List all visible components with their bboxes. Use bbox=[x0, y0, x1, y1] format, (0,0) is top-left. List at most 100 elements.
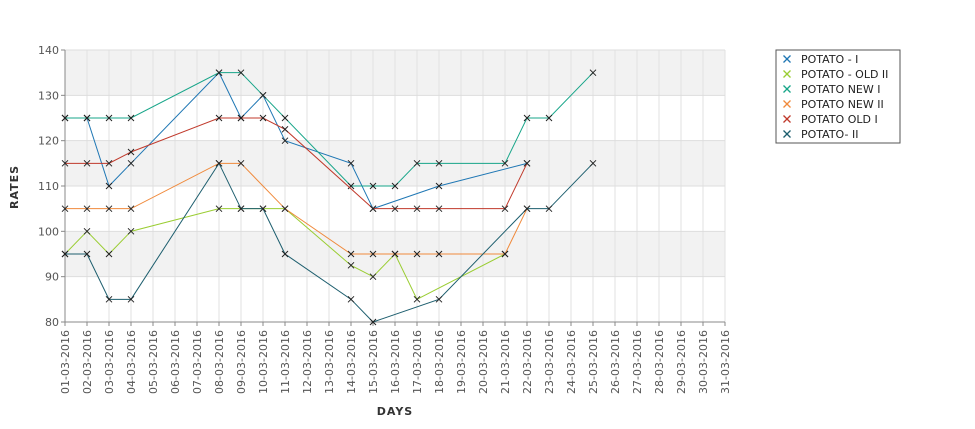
series-line bbox=[65, 162, 528, 255]
data-point-marker bbox=[83, 159, 91, 167]
data-point-marker bbox=[369, 318, 377, 326]
x-tick-label: 20-03-2016 bbox=[477, 330, 490, 394]
data-point-marker bbox=[105, 250, 113, 258]
marker-stroke bbox=[105, 114, 113, 122]
marker-stroke bbox=[413, 205, 421, 213]
x-tick-label: 04-03-2016 bbox=[125, 330, 138, 394]
x-tick-label: 22-03-2016 bbox=[521, 330, 534, 394]
marker-stroke bbox=[237, 159, 245, 167]
legend-label: POTATO NEW I bbox=[801, 83, 881, 96]
data-point-marker bbox=[413, 205, 421, 213]
legend-box bbox=[775, 49, 901, 144]
marker-stroke bbox=[369, 273, 377, 281]
legend-marker bbox=[783, 55, 791, 63]
marker-stroke bbox=[127, 159, 135, 167]
marker-stroke bbox=[391, 182, 399, 190]
x-tick-label: 12-03-2016 bbox=[301, 330, 314, 394]
marker-stroke bbox=[413, 250, 421, 258]
data-point-marker bbox=[347, 250, 355, 258]
marker-stroke bbox=[281, 125, 289, 133]
data-point-marker bbox=[127, 159, 135, 167]
x-tick-label: 07-03-2016 bbox=[191, 330, 204, 394]
legend-marker bbox=[783, 70, 791, 78]
data-point-marker bbox=[105, 295, 113, 303]
marker-stroke bbox=[105, 250, 113, 258]
y-tick-label: 80 bbox=[45, 316, 59, 329]
x-tick-label: 23-03-2016 bbox=[543, 330, 556, 394]
marker-stroke bbox=[435, 159, 443, 167]
legend-label: POTATO OLD I bbox=[801, 113, 878, 126]
marker-stroke bbox=[369, 318, 377, 326]
data-point-marker bbox=[237, 205, 245, 213]
x-tick-label: 15-03-2016 bbox=[367, 330, 380, 394]
x-tick-label: 08-03-2016 bbox=[213, 330, 226, 394]
y-tick-label: 110 bbox=[38, 180, 59, 193]
marker-stroke bbox=[545, 114, 553, 122]
marker-stroke bbox=[127, 114, 135, 122]
x-tick-label: 13-03-2016 bbox=[323, 330, 336, 394]
marker-stroke bbox=[237, 114, 245, 122]
marker-stroke bbox=[435, 295, 443, 303]
x-tick-label: 29-03-2016 bbox=[675, 330, 688, 394]
data-point-marker bbox=[413, 295, 421, 303]
marker-stroke bbox=[589, 159, 597, 167]
marker-stroke bbox=[391, 250, 399, 258]
marker-stroke bbox=[501, 159, 509, 167]
legend-marker bbox=[783, 130, 791, 138]
marker-stroke bbox=[369, 182, 377, 190]
x-tick-label: 02-03-2016 bbox=[81, 330, 94, 394]
marker-stroke bbox=[523, 205, 531, 213]
legend: POTATO - I POTATO - OLD II POTATO NEW I POT… bbox=[775, 49, 901, 144]
legend-label: POTATO - OLD II bbox=[801, 68, 888, 81]
data-point-marker bbox=[105, 182, 113, 190]
marker-stroke bbox=[545, 205, 553, 213]
data-point-marker bbox=[237, 159, 245, 167]
y-tick-label: 140 bbox=[38, 44, 59, 57]
marker-stroke bbox=[83, 250, 91, 258]
marker-stroke bbox=[347, 250, 355, 258]
legend-label: POTATO - I bbox=[801, 53, 858, 66]
data-point-marker bbox=[347, 182, 355, 190]
x-tick-label: 27-03-2016 bbox=[631, 330, 644, 394]
x-tick-label: 18-03-2016 bbox=[433, 330, 446, 394]
marker-stroke bbox=[83, 227, 91, 235]
marker-stroke bbox=[259, 114, 267, 122]
data-point-marker bbox=[259, 91, 267, 99]
marker-stroke bbox=[105, 205, 113, 213]
data-point-marker bbox=[83, 227, 91, 235]
x-tick-label: 11-03-2016 bbox=[279, 330, 292, 394]
data-point-marker bbox=[589, 69, 597, 77]
marker-stroke bbox=[413, 295, 421, 303]
marker-stroke bbox=[347, 295, 355, 303]
legend-item: POTATO OLD I bbox=[783, 113, 878, 126]
data-point-marker bbox=[259, 205, 267, 213]
data-point-marker bbox=[523, 114, 531, 122]
data-point-marker bbox=[369, 205, 377, 213]
x-tick-label: 14-03-2016 bbox=[345, 330, 358, 394]
marker-stroke bbox=[281, 250, 289, 258]
y-tick-label: 130 bbox=[38, 89, 59, 102]
data-point-marker bbox=[127, 148, 135, 156]
marker-stroke bbox=[237, 205, 245, 213]
legend-label: POTATO NEW II bbox=[801, 98, 884, 111]
marker-stroke bbox=[589, 69, 597, 77]
x-tick-label: 05-03-2016 bbox=[147, 330, 160, 394]
marker-stroke bbox=[369, 205, 377, 213]
data-point-marker bbox=[369, 273, 377, 281]
marker-stroke bbox=[435, 250, 443, 258]
x-tick-label: 19-03-2016 bbox=[455, 330, 468, 394]
data-point-marker bbox=[215, 114, 223, 122]
marker-stroke bbox=[281, 114, 289, 122]
data-point-marker bbox=[127, 227, 135, 235]
x-tick-label: 16-03-2016 bbox=[389, 330, 402, 394]
data-point-marker bbox=[369, 250, 377, 258]
data-point-marker bbox=[435, 205, 443, 213]
data-point-marker bbox=[127, 114, 135, 122]
marker-stroke bbox=[127, 148, 135, 156]
data-point-marker bbox=[215, 205, 223, 213]
data-point-marker bbox=[391, 205, 399, 213]
marker-stroke bbox=[83, 159, 91, 167]
data-point-marker bbox=[281, 205, 289, 213]
data-point-marker bbox=[259, 114, 267, 122]
y-tick-label: 90 bbox=[45, 271, 59, 284]
